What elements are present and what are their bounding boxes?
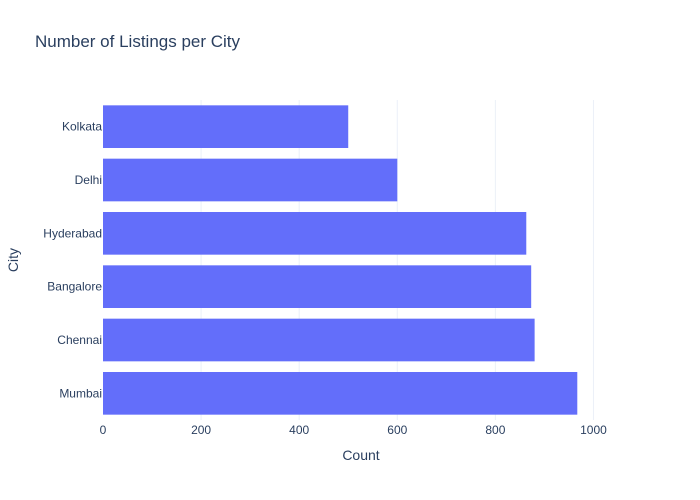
chart-title: Number of Listings per City xyxy=(35,32,241,51)
x-axis-title: Count xyxy=(342,447,379,463)
bar-chennai[interactable] xyxy=(103,318,535,362)
bar-bangalore[interactable] xyxy=(103,265,532,308)
x-tick-label: 0 xyxy=(100,423,107,437)
x-tick-label: 1000 xyxy=(580,423,607,437)
y-tick-label: Delhi xyxy=(75,173,102,187)
bars xyxy=(103,105,578,415)
y-tick-label: Chennai xyxy=(57,333,102,347)
x-tick-label: 400 xyxy=(289,423,309,437)
bar-hyderabad[interactable] xyxy=(103,212,527,255)
bar-kolkata[interactable] xyxy=(103,105,349,148)
bar-delhi[interactable] xyxy=(103,158,398,202)
x-tick-label: 200 xyxy=(191,423,211,437)
gridlines xyxy=(200,100,594,420)
x-tick-label: 600 xyxy=(387,423,407,437)
x-tick-labels: 0 200 400 600 800 1000 xyxy=(100,423,607,437)
x-tick-label: 800 xyxy=(485,423,505,437)
y-axis-title: City xyxy=(5,248,21,272)
y-tick-label: Hyderabad xyxy=(43,226,102,240)
y-tick-label: Mumbai xyxy=(59,386,102,400)
y-tick-label: Kolkata xyxy=(62,120,102,134)
bar-mumbai[interactable] xyxy=(103,372,578,415)
y-tick-labels: Mumbai Chennai Bangalore Hyderabad Delhi Kolk… xyxy=(43,120,102,401)
y-tick-label: Bangalore xyxy=(47,280,102,294)
